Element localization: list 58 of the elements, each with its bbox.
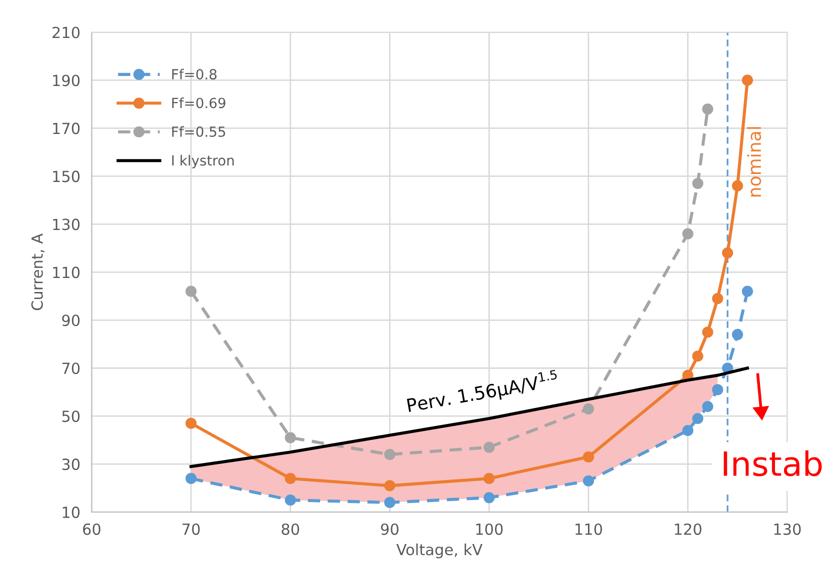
x-tick-label: 130 — [774, 523, 801, 535]
annotation: Perv. 1.56μA/V$^{1.5}$ — [406, 370, 560, 416]
point — [582, 403, 594, 414]
point — [732, 328, 744, 340]
y-tick-label: 70 — [62, 362, 80, 374]
y-tick-label: 110 — [53, 266, 80, 278]
y-tick-label: 50 — [62, 410, 80, 422]
y-axis-title: Current, A — [31, 234, 44, 310]
y-tick-label: 190 — [53, 74, 80, 86]
x-tick-label: 60 — [83, 523, 100, 535]
point — [582, 475, 594, 486]
point — [702, 103, 714, 115]
x-tick-label: 100 — [476, 523, 503, 535]
point — [712, 292, 724, 304]
point — [702, 400, 714, 412]
point — [692, 350, 704, 362]
annotation: nominal — [747, 127, 762, 196]
y-tick-label: 170 — [53, 122, 80, 134]
point — [284, 432, 296, 444]
legend-label: I klystron — [172, 154, 234, 168]
point — [284, 472, 296, 484]
x-tick-label: 70 — [182, 523, 200, 535]
point — [384, 480, 396, 492]
legend-label: Ff=0.55 — [172, 126, 226, 137]
x-tick-label: 110 — [576, 523, 602, 535]
point — [582, 451, 594, 462]
x-tick-label: 90 — [380, 523, 398, 535]
point — [692, 412, 704, 424]
annotation: Instab — [724, 450, 822, 476]
point — [702, 326, 714, 338]
point — [484, 492, 495, 504]
point — [732, 180, 744, 192]
point — [742, 286, 753, 297]
legend-label: Ff=0.69 — [172, 97, 226, 108]
point — [185, 286, 197, 297]
y-tick-label: 30 — [62, 458, 80, 470]
x-tick-label: 80 — [282, 523, 300, 535]
point — [384, 448, 396, 460]
y-tick-label: 150 — [53, 170, 80, 182]
point — [682, 424, 694, 436]
x-tick-label: 120 — [674, 523, 702, 535]
point — [742, 74, 753, 86]
point — [712, 384, 724, 396]
point — [692, 178, 704, 189]
x-axis-title: Voltage, kV — [396, 544, 482, 558]
point — [185, 418, 197, 429]
point — [682, 228, 694, 240]
legend-label: Ff=0.8 — [172, 68, 217, 80]
y-tick-label: 90 — [62, 314, 80, 326]
y-tick-label: 10 — [62, 506, 80, 518]
point — [722, 247, 734, 259]
point — [384, 496, 396, 508]
point — [484, 442, 495, 453]
point — [284, 494, 296, 506]
y-tick-label: 130 — [53, 218, 80, 230]
point — [484, 472, 495, 484]
point — [185, 472, 197, 484]
y-tick-label: 210 — [52, 26, 80, 38]
